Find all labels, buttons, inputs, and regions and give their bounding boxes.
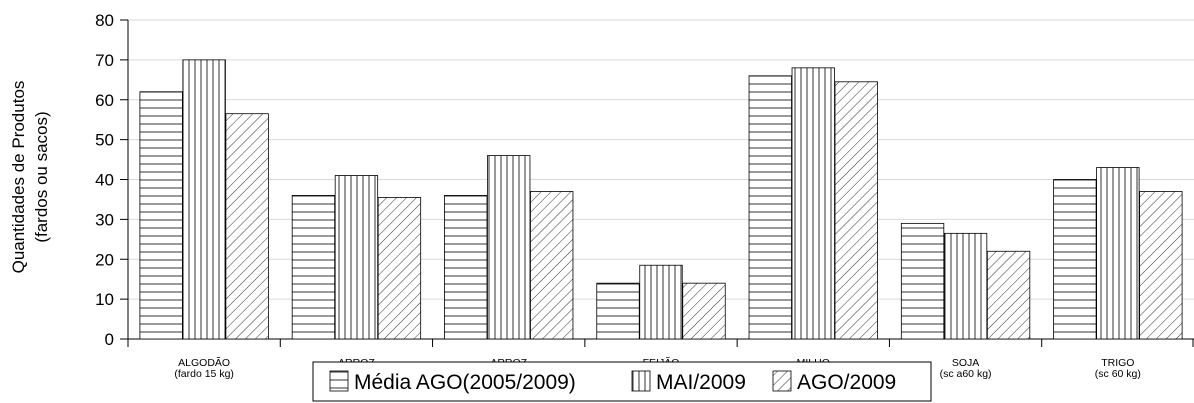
bar-horizontal — [1053, 179, 1097, 340]
x-category-sublabel: (sc a60 kg) — [940, 368, 992, 380]
bar-vertical — [943, 232, 988, 340]
x-category-sublabel: (fardo 15 kg) — [174, 368, 234, 380]
legend-swatch-diagonal — [772, 370, 792, 392]
bar-horizontal — [139, 91, 183, 340]
bar-vertical — [334, 175, 379, 340]
bar-diagonal — [530, 191, 574, 340]
bar-diagonal — [986, 250, 1031, 340]
x-category-label: TRIGO — [1101, 357, 1134, 369]
gridlines — [128, 19, 1194, 300]
y-tick-label: 60 — [95, 91, 114, 110]
y-tick-label: 30 — [95, 210, 114, 229]
y-tick-label: 40 — [95, 171, 114, 190]
bar-horizontal — [900, 222, 945, 340]
y-tick-label: 80 — [95, 11, 114, 30]
bars — [139, 59, 1183, 340]
legend: Média AGO(2005/2009) MAI/2009 AGO/2009 — [312, 361, 932, 402]
bar-vertical — [182, 59, 226, 340]
bar-vertical — [639, 264, 683, 340]
bar-vertical — [1096, 167, 1140, 340]
x-category-label: ALGODÃO — [178, 356, 230, 369]
y-axis-label-line2: (fardos ou sacos) — [32, 111, 51, 242]
legend-label: MAI/2009 — [656, 371, 746, 394]
legend-label: Média AGO(2005/2009) — [354, 371, 576, 394]
bar-horizontal — [291, 195, 336, 340]
x-category-sublabel: (sc 60 kg) — [1095, 368, 1141, 380]
bar-diagonal — [1139, 191, 1183, 340]
bar-diagonal — [834, 81, 878, 340]
y-axis-label-line1: Quantidades de Produtos — [9, 81, 28, 274]
y-tick-label: 0 — [105, 330, 114, 349]
bar-horizontal — [748, 75, 792, 340]
bar-vertical — [791, 67, 835, 340]
bar-vertical — [487, 155, 531, 340]
x-category-label: SOJA — [952, 357, 979, 369]
y-tick-label: 50 — [95, 131, 114, 150]
legend-swatch-vertical — [631, 370, 651, 392]
y-tick-label: 20 — [95, 250, 114, 269]
legend-label: AGO/2009 — [797, 371, 896, 394]
bar-diagonal — [682, 282, 726, 340]
y-axis: 0 10 20 30 40 50 60 70 80 — [95, 11, 129, 349]
y-axis-label: Quantidades de Produtos (fardos ou sacos… — [9, 81, 51, 274]
y-tick-label: 70 — [95, 51, 114, 70]
legend-swatch-horizontal — [329, 370, 349, 392]
legend-box — [312, 361, 932, 402]
bar-diagonal — [377, 197, 422, 340]
y-tick-label: 10 — [95, 290, 114, 309]
bar-horizontal — [444, 195, 488, 340]
bar-diagonal — [225, 113, 269, 340]
bar-horizontal — [596, 282, 640, 340]
